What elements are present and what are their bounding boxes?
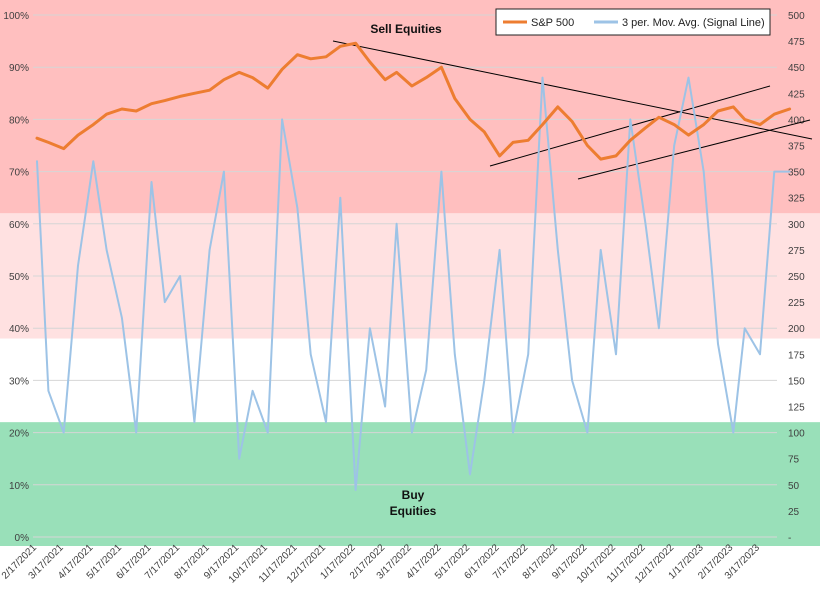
- annotation-equities: Equities: [390, 504, 437, 518]
- series-layer: [35, 41, 792, 491]
- left-tick-label: 0%: [15, 533, 30, 544]
- left-tick-label: 40%: [9, 324, 29, 335]
- legend-label-signal: 3 per. Mov. Avg. (Signal Line): [622, 17, 765, 29]
- legend-box: [495, 8, 771, 36]
- right-tick-label: 125: [788, 403, 805, 414]
- right-tick-label: 475: [788, 37, 805, 48]
- right-tick-label: 175: [788, 350, 805, 361]
- left-axis: 0% 10% 20% 30% 40% 50% 60% 70% 80% 90% 100%: [3, 11, 29, 544]
- right-tick-label: 250: [788, 272, 805, 283]
- left-tick-label: 80%: [9, 115, 29, 126]
- left-tick-label: 60%: [9, 220, 29, 231]
- annotation-sell: Sell Equities: [370, 22, 442, 36]
- right-tick-label: 75: [788, 455, 800, 466]
- x-axis: 2/17/20213/17/20214/17/20215/17/20216/17…: [0, 542, 762, 585]
- left-tick-label: 90%: [9, 63, 29, 74]
- left-tick-label: 20%: [9, 429, 29, 440]
- right-tick-label: 200: [788, 324, 805, 335]
- series-line-signal: [36, 76, 791, 491]
- series-line-sp500: [35, 41, 792, 161]
- left-tick-label: 30%: [9, 376, 29, 387]
- left-tick-label: 70%: [9, 168, 29, 179]
- right-tick-label: 300: [788, 220, 805, 231]
- right-tick-label: -: [788, 533, 791, 544]
- right-tick-label: 25: [788, 507, 800, 518]
- right-tick-label: 100: [788, 429, 805, 440]
- right-tick-label: 500: [788, 11, 805, 22]
- right-tick-label: 400: [788, 115, 805, 126]
- right-tick-label: 425: [788, 89, 805, 100]
- right-tick-label: 325: [788, 194, 805, 205]
- right-tick-label: 450: [788, 63, 805, 74]
- trendline-upper: [332, 40, 813, 140]
- left-tick-label: 50%: [9, 272, 29, 283]
- right-tick-label: 375: [788, 142, 805, 153]
- left-tick-label: 100%: [3, 11, 29, 22]
- right-tick-label: 350: [788, 168, 805, 179]
- legend: S&P 500 3 per. Mov. Avg. (Signal Line): [495, 8, 771, 36]
- right-tick-label: 150: [788, 376, 805, 387]
- legend-label-sp500: S&P 500: [531, 17, 574, 29]
- zone-bands: [0, 0, 820, 546]
- annotation-buy: Buy: [402, 488, 425, 502]
- right-tick-label: 275: [788, 246, 805, 257]
- trendline-bottom: [577, 119, 811, 180]
- right-tick-label: 50: [788, 481, 800, 492]
- right-axis: - 25 50 75 100 125 150 175 200 225 250 275 300 325 350…: [788, 11, 805, 544]
- left-tick-label: 10%: [9, 481, 29, 492]
- right-tick-label: 225: [788, 298, 805, 309]
- zone-band-3: [0, 422, 820, 546]
